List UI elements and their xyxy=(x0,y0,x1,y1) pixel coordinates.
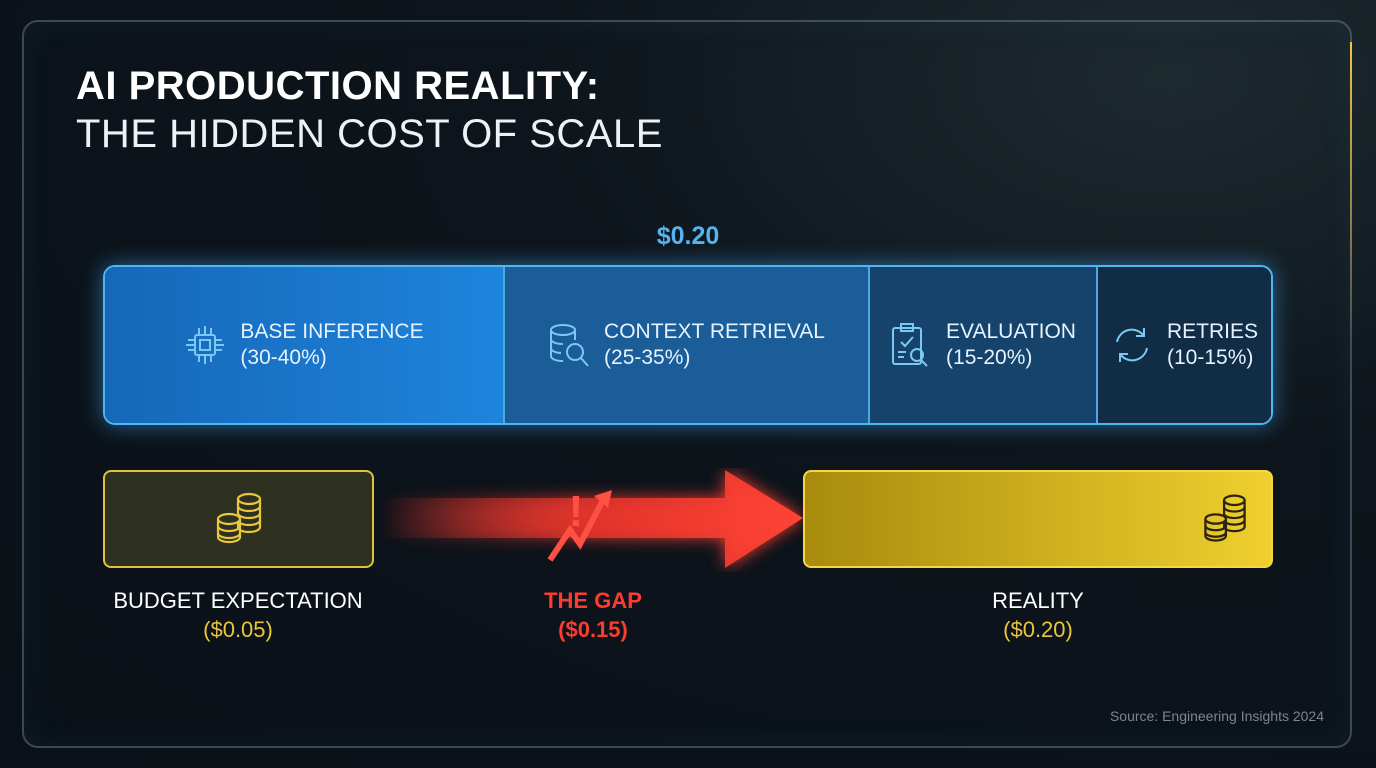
budget-value: ($0.05) xyxy=(203,617,273,642)
gap-value: ($0.15) xyxy=(558,617,628,642)
database-search-icon xyxy=(550,324,589,367)
segment-retries: RETRIES (10-15%) xyxy=(1098,267,1271,423)
segment-range: (10-15%) xyxy=(1166,346,1254,369)
reality-box xyxy=(803,470,1273,568)
segment-evaluation: EVALUATION (15-20%) xyxy=(870,267,1098,423)
clipboard-check-icon xyxy=(892,323,928,367)
segment-context-retrieval: CONTEXT RETRIEVAL (25-35%) xyxy=(505,267,870,423)
reality-label: REALITY xyxy=(992,588,1084,613)
frame-border xyxy=(22,20,1352,748)
warning-icon: ! xyxy=(569,487,584,536)
segment-range: (30-40%) xyxy=(240,346,327,369)
title-line-1: AI PRODUCTION REALITY: xyxy=(76,64,600,108)
gap-caption: THE GAP ($0.15) xyxy=(493,586,693,644)
source-note: Source: Engineering Insights 2024 xyxy=(1109,708,1324,724)
trend-up-icon xyxy=(547,496,607,562)
segment-label: RETRIES xyxy=(1166,320,1258,343)
cost-breakdown-bar: BASE INFERENCE (30-40%) CONTEXT RETRIEVAL… xyxy=(103,265,1273,425)
budget-expectation-box xyxy=(103,470,374,568)
gap-arrow: ! xyxy=(380,470,803,568)
chip-icon xyxy=(186,326,225,364)
total-cost: $0.20 xyxy=(656,222,720,250)
segment-label: BASE INFERENCE xyxy=(240,320,424,343)
refresh-icon xyxy=(1116,328,1148,362)
segment-base-inference: BASE INFERENCE (30-40%) xyxy=(105,267,505,423)
coins-icon xyxy=(216,492,261,544)
reality-caption: REALITY ($0.20) xyxy=(938,586,1138,644)
segment-label: EVALUATION xyxy=(946,320,1076,343)
coins-icon xyxy=(1204,494,1246,542)
gap-label: THE GAP xyxy=(544,588,642,613)
segment-range: (25-35%) xyxy=(604,346,691,369)
title-line-2: THE HIDDEN COST OF SCALE xyxy=(76,112,663,156)
budget-caption: BUDGET EXPECTATION ($0.05) xyxy=(88,586,388,644)
segment-label: CONTEXT RETRIEVAL xyxy=(604,320,825,343)
budget-label: BUDGET EXPECTATION xyxy=(113,588,363,613)
segment-range: (15-20%) xyxy=(946,346,1033,369)
reality-value: ($0.20) xyxy=(1003,617,1073,642)
